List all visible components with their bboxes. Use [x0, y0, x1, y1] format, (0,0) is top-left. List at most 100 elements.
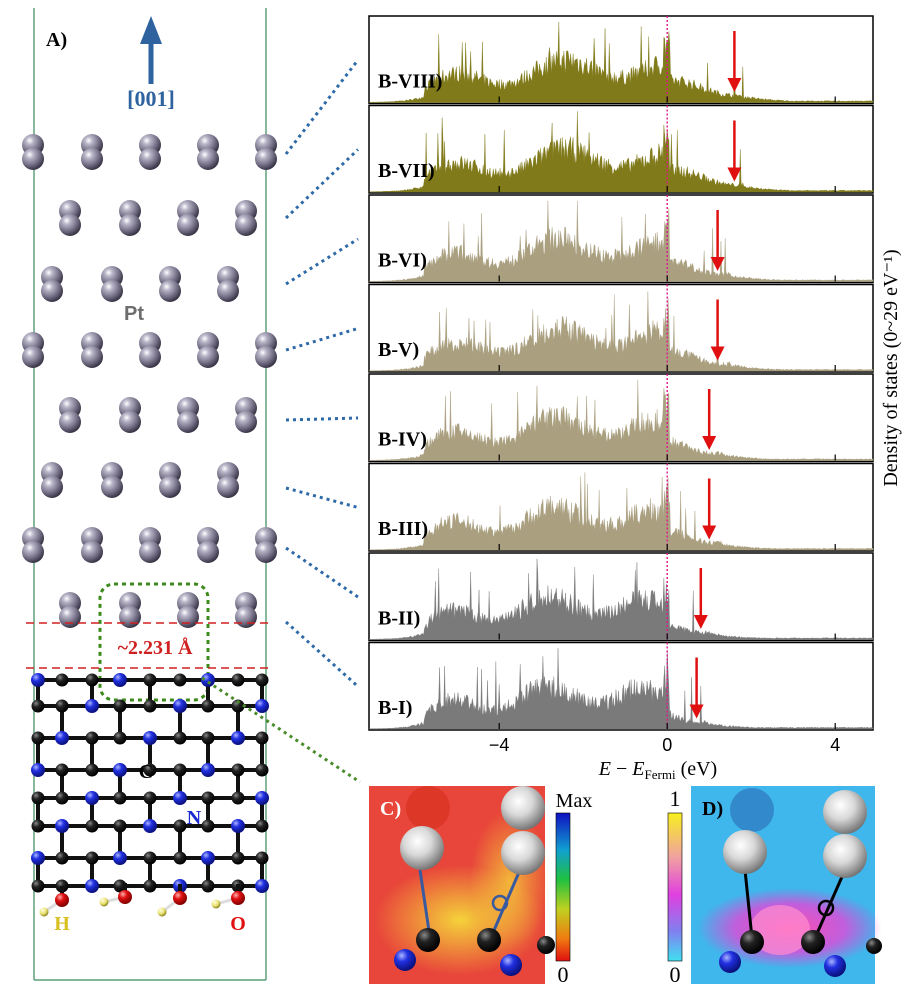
dos-series [368, 291, 874, 372]
panel-c-c-atom [416, 928, 440, 952]
c-atom [55, 673, 69, 687]
n-atom [85, 791, 99, 805]
pt-atoms [22, 134, 277, 628]
c-atom [85, 819, 99, 833]
panel-c-bond [418, 869, 432, 939]
c-atom [85, 731, 99, 745]
pt-atom [159, 280, 181, 302]
n-atom [255, 699, 269, 713]
pt-atom [235, 214, 257, 236]
layer-connector [284, 148, 360, 220]
panel-a-label: A) [46, 29, 67, 51]
x-tick-label: −4 [489, 735, 510, 755]
series-label: B-VIII) [378, 71, 442, 93]
n-atom [201, 763, 215, 777]
series-label: B-III) [378, 518, 428, 540]
panel-d-density-region [750, 905, 810, 955]
n-atom [85, 699, 99, 713]
pt-atom [101, 280, 123, 302]
panel-d-pt-atom [823, 790, 867, 834]
dos-series [368, 472, 874, 551]
panel-a: A) [001] Pt ~2.231 Å C N H O [22, 8, 277, 981]
pt-atom [59, 411, 81, 433]
dos-panel: B-V) [368, 283, 874, 373]
o-atom [231, 891, 245, 905]
c-atom [201, 819, 215, 833]
n-atom [85, 879, 99, 893]
c-atom [31, 731, 45, 745]
panel-d-c-atom [866, 938, 882, 954]
pt-atom [41, 280, 63, 302]
n-atom [31, 673, 45, 687]
dos-panel: B-VIII) [368, 15, 874, 105]
pt-atom [59, 214, 81, 236]
pt-atom [139, 541, 161, 563]
pt-atom [139, 346, 161, 368]
panel-d-n-atom [719, 951, 741, 973]
n-atom [201, 851, 215, 865]
c-atom [231, 851, 245, 865]
o-atom [118, 890, 132, 904]
panel-d-pt-atom [723, 830, 767, 874]
pt-atom [159, 476, 181, 498]
panel-c-pt-atom [501, 831, 545, 875]
direction-arrow-icon [140, 16, 162, 44]
panel-d-bond [813, 869, 847, 939]
c-atom [31, 791, 45, 805]
pt-atom [177, 411, 199, 433]
c-atom [113, 699, 127, 713]
c-atom [113, 731, 127, 745]
layer-connector [285, 416, 359, 422]
series-label: B-VII) [378, 160, 435, 182]
c-atom [143, 699, 157, 713]
c-label: C [139, 761, 153, 783]
panel-c-label: C) [380, 798, 401, 820]
panel-c-pt-atom [501, 786, 545, 830]
o-atom [55, 893, 69, 907]
layer-connector [285, 486, 359, 509]
c-atom [231, 673, 245, 687]
c-atom [201, 731, 215, 745]
c-atom [113, 791, 127, 805]
layer-connector [285, 327, 359, 352]
pt-label: Pt [124, 303, 144, 325]
dos-panels: B-VIII) B-VII) B-VI) B-V) B-IV) B-III) B-II) B-… [368, 15, 874, 731]
c-atom [231, 699, 245, 713]
dos-panel: B-VII) [368, 104, 874, 194]
series-label: B-VI) [378, 250, 427, 272]
pt-atom [177, 214, 199, 236]
panel-d: D) 1 0 [667, 786, 882, 987]
h-atom [99, 897, 109, 907]
c-atom [231, 763, 245, 777]
pt-atom [101, 476, 123, 498]
c-atom [55, 699, 69, 713]
panel-d-label: D) [702, 798, 723, 820]
layer-connectors [284, 59, 360, 688]
c-atom [143, 791, 157, 805]
pt-atom [119, 214, 141, 236]
panel-d-bond [743, 869, 754, 939]
c-atom [201, 879, 215, 893]
c-atom [85, 763, 99, 777]
pt-atom [255, 148, 277, 170]
x-axis: −4 0 4 E − EFermi (eV) [489, 735, 840, 782]
band-edge-arrow-icon [702, 436, 717, 450]
panel-c-colorbar [555, 812, 571, 962]
o-label: O [230, 913, 246, 935]
pt-atom [217, 280, 239, 302]
pt-atom [81, 148, 103, 170]
n-atom [173, 699, 187, 713]
n-atom [113, 763, 127, 777]
pt-atom [119, 411, 141, 433]
c-atom [201, 699, 215, 713]
c-atom [31, 699, 45, 713]
panel-c-n-atom [394, 949, 416, 971]
pt-atom [235, 411, 257, 433]
panel-d-scale-min: 0 [670, 962, 681, 987]
n-atom [173, 791, 187, 805]
c-atom [113, 819, 127, 833]
direction-label: [001] [127, 86, 175, 111]
c-atom [255, 763, 269, 777]
panel-d-c-atom [740, 930, 764, 954]
n-atom [143, 819, 157, 833]
